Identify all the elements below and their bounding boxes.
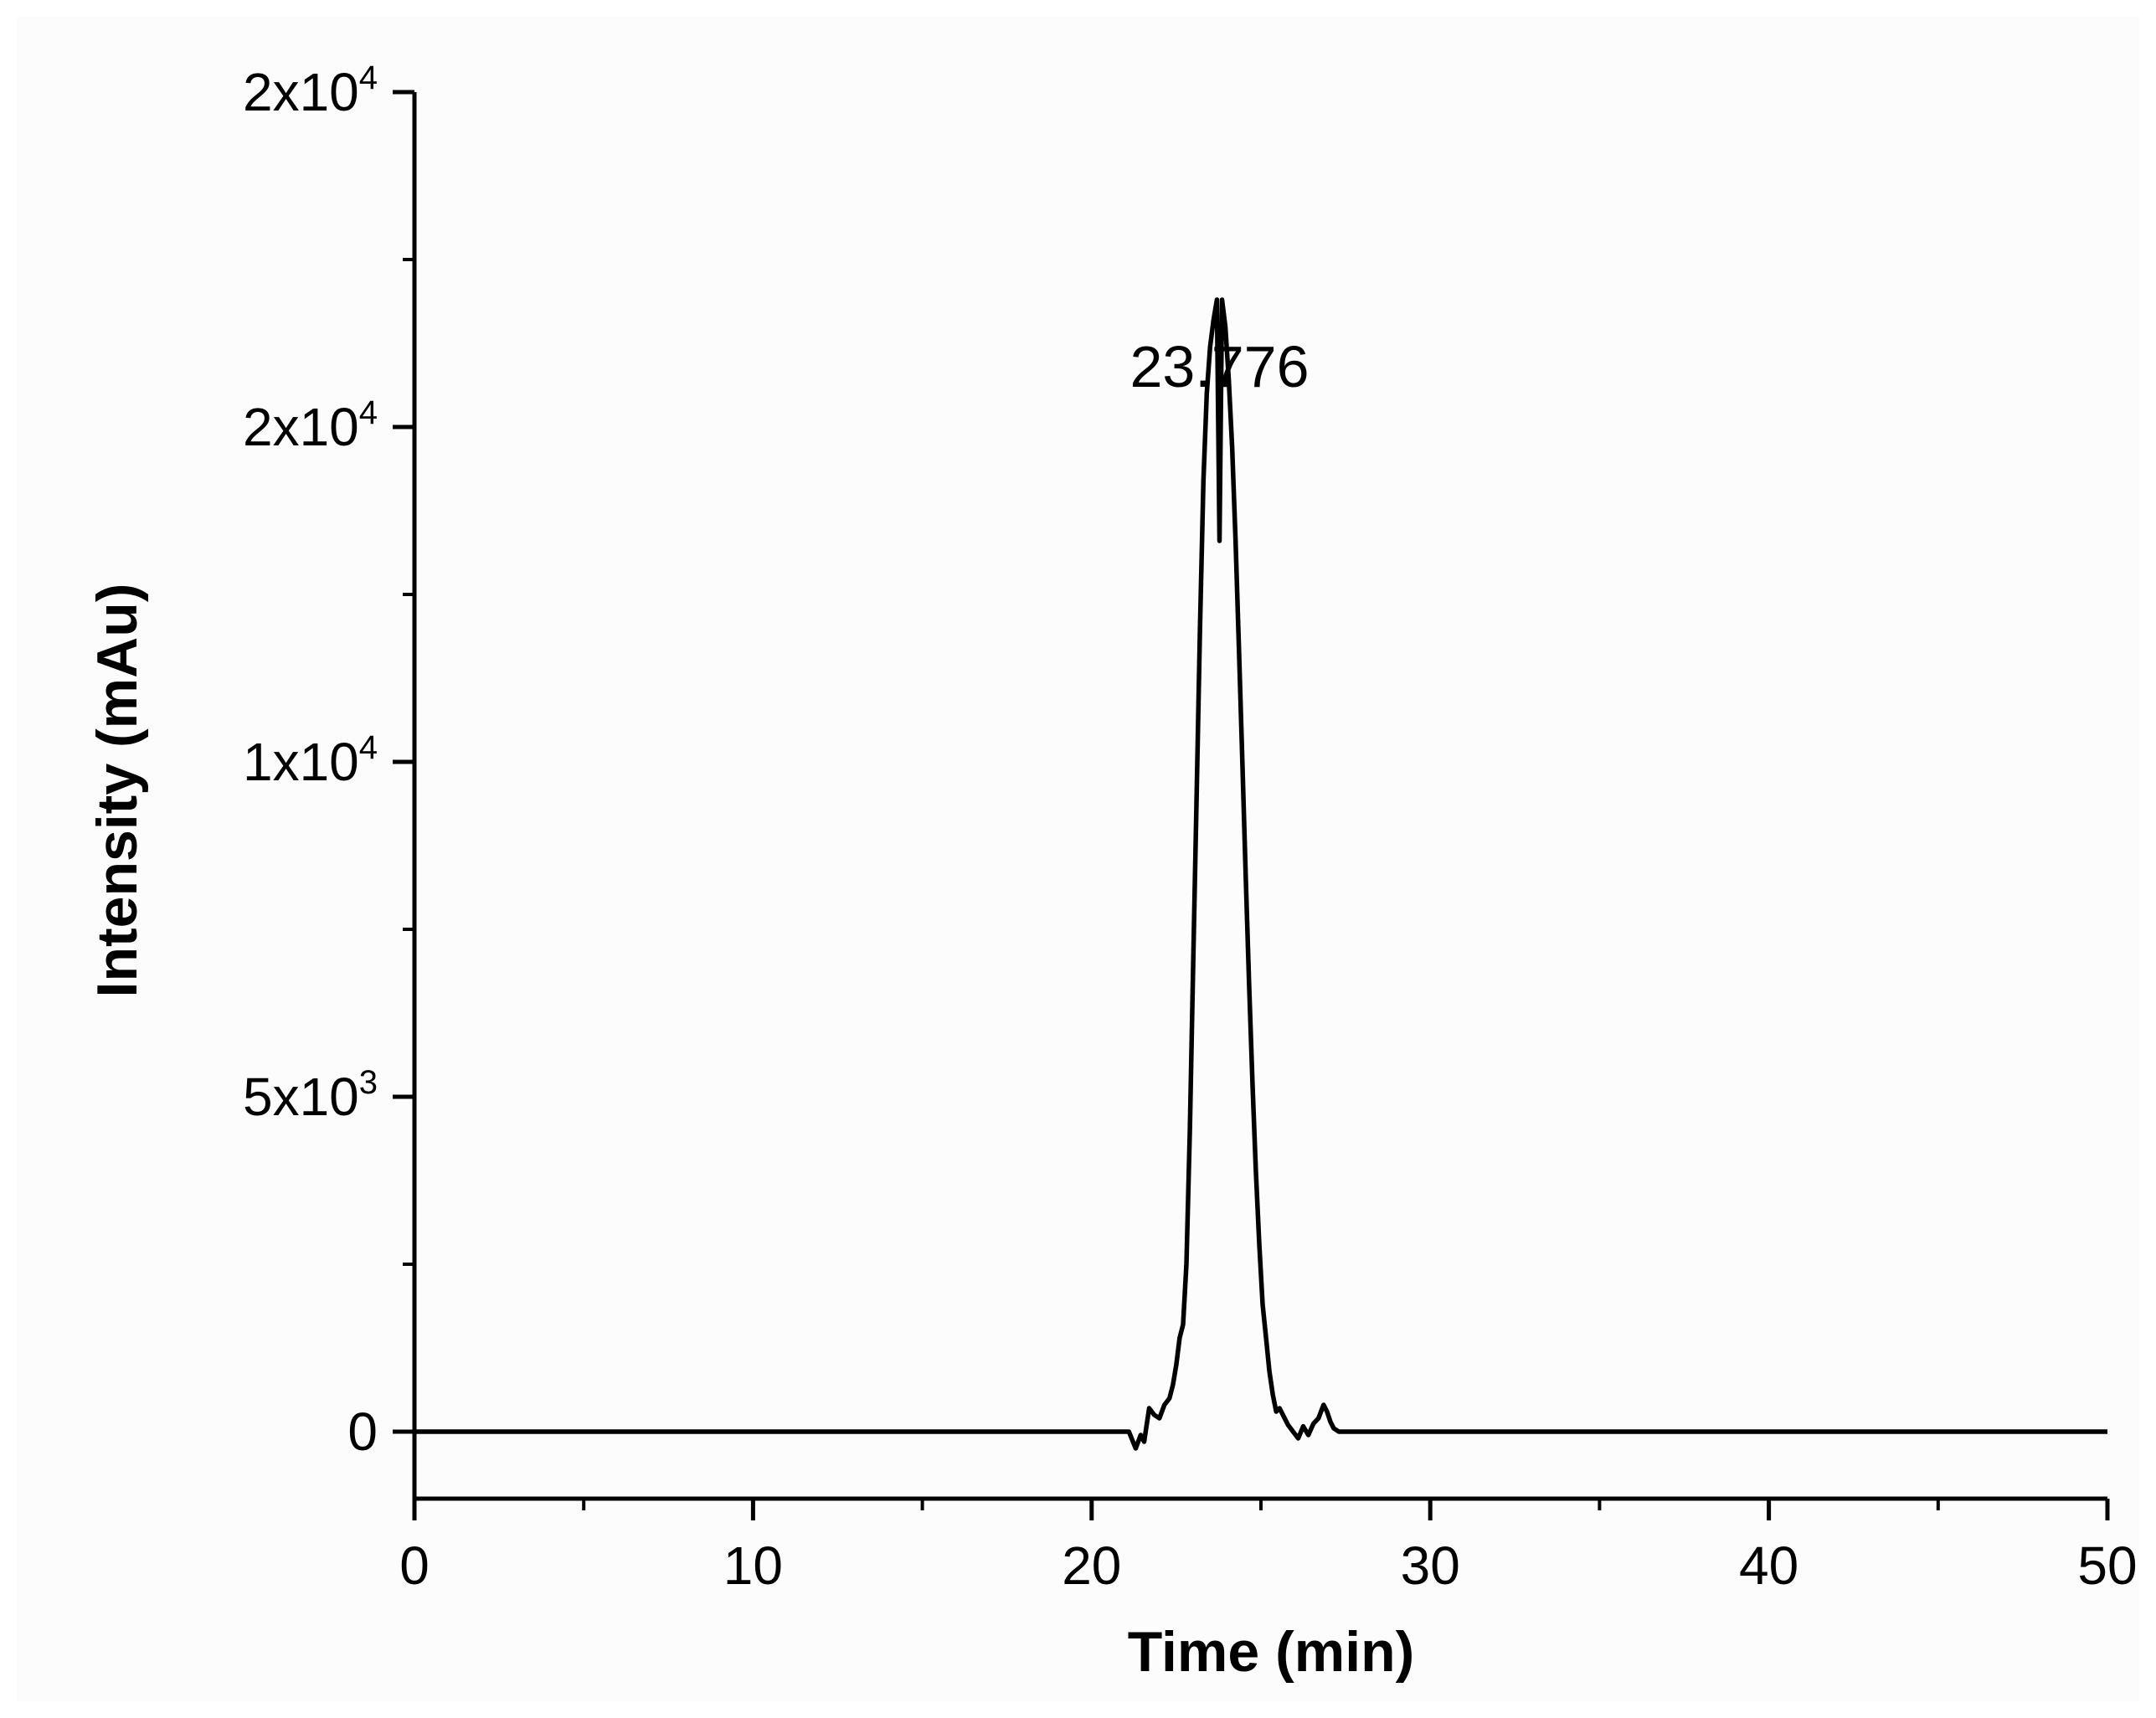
y-axis-ticks: 0 5x103 1x104 2x104 2x104 (243, 59, 414, 1462)
series-layer (414, 297, 2107, 1451)
y-tick-label-1: 5x103 (243, 1064, 378, 1127)
x-axis-label: Time (min) (1128, 1620, 1415, 1684)
x-tick-label-5: 50 (2077, 1535, 2137, 1596)
x-tick-label-1: 10 (723, 1535, 783, 1596)
y-tick-label-4: 2x104 (243, 59, 378, 122)
x-tick-label-0: 0 (399, 1535, 430, 1596)
x-tick-label-2: 20 (1062, 1535, 1121, 1596)
y-axis-label: Intensity (mAu) (85, 584, 149, 998)
x-tick-label-4: 40 (1739, 1535, 1798, 1596)
x-tick-label-3: 30 (1401, 1535, 1460, 1596)
y-tick-label-2: 1x104 (243, 729, 378, 792)
y-tick-label-0: 0 (347, 1402, 378, 1462)
peak-label-0: 23.776 (1129, 334, 1309, 399)
annotations: 23.776 (1129, 334, 1309, 399)
series-line-0 (414, 297, 2107, 1451)
y-tick-label-3: 2x104 (243, 394, 378, 457)
x-axis-ticks: 0 10 20 30 40 50 (399, 1499, 2138, 1596)
